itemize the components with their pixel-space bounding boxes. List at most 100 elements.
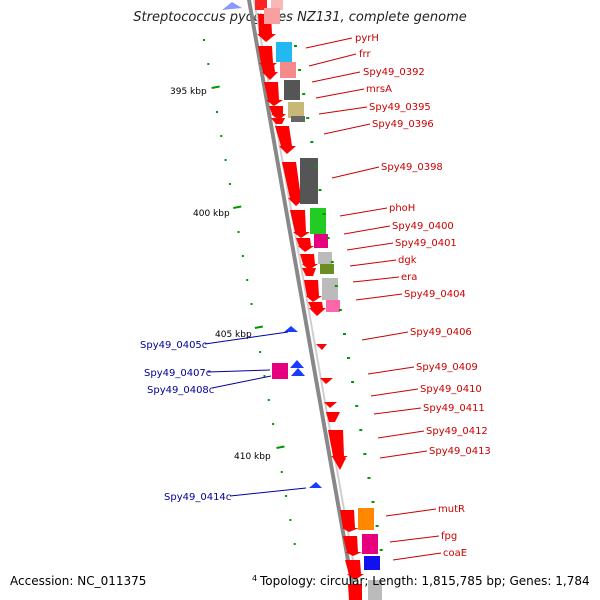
- leader-line: [352, 276, 400, 283]
- reverse-gene-top: [222, 2, 242, 10]
- reverse-gene-arrows: [272, 326, 322, 488]
- gene-arrow: [275, 126, 296, 154]
- gene-arrow: [333, 458, 346, 470]
- gene-label: Spy49_0396: [372, 119, 434, 130]
- leader-line: [385, 508, 437, 517]
- gene-arrow: [320, 378, 333, 384]
- reverse-gene-arrow: [309, 482, 322, 488]
- accession-text: Accession: NC_011375: [10, 574, 147, 588]
- cog-box: [358, 508, 374, 530]
- gene-arrow: [300, 254, 318, 270]
- cog-box: [362, 534, 378, 554]
- gene-label: era: [401, 272, 417, 283]
- leader-line: [355, 293, 403, 301]
- cog-box: [272, 363, 288, 379]
- gene-arrow: [348, 584, 362, 600]
- cog-box: [264, 8, 280, 24]
- leader-line: [229, 487, 307, 497]
- gene-arrow: [282, 162, 305, 206]
- leader-line: [315, 88, 365, 99]
- cog-box: [364, 556, 380, 570]
- forward-gene-arrows: [257, 14, 364, 600]
- gene-label: Spy49_0406: [410, 327, 472, 338]
- gene-arrow: [261, 64, 278, 80]
- gene-label: Spy49_0400: [392, 221, 454, 232]
- gene-label: Spy49_0411: [423, 403, 485, 414]
- gene-arrow: [316, 344, 327, 350]
- gene-label: Spy49_0395: [369, 102, 431, 113]
- gene-label: frr: [359, 49, 371, 60]
- tick-mark: [276, 445, 285, 449]
- gene-label: Spy49_0401: [395, 238, 457, 249]
- gene-label: mrsA: [366, 84, 392, 95]
- gene-arrow: [269, 106, 286, 120]
- map-title: Streptococcus pyogenes NZ131, complete g…: [133, 10, 467, 25]
- gene-label: Spy49_0412: [426, 426, 488, 437]
- leader-line: [318, 106, 368, 115]
- leader-line: [346, 242, 394, 251]
- cog-box: [322, 278, 338, 300]
- cog-box: [284, 80, 300, 100]
- gene-label: mutR: [438, 504, 465, 515]
- reverse-gene-arrow: [290, 360, 304, 368]
- reverse-gene-arrow: [291, 368, 305, 376]
- cog-box: [291, 116, 305, 122]
- gene-arrow: [328, 430, 348, 462]
- cog-box: [288, 102, 304, 118]
- cog-box: [310, 208, 326, 234]
- forward-gene-labels: pyrH frr Spy49_0392 mrsA Spy49_0395 Spy4…: [355, 33, 491, 559]
- footer-prefix: 4: [252, 574, 258, 583]
- gene-arrow: [308, 302, 326, 316]
- gene-arrow: [264, 82, 283, 106]
- gene-label: Spy49_0409: [416, 362, 478, 373]
- gene-arrow: [271, 118, 285, 124]
- gene-label: Spy49_0398: [381, 162, 443, 173]
- tick-mark: [233, 205, 242, 209]
- gene-arrow: [304, 280, 322, 302]
- gene-arrow: [345, 560, 364, 580]
- leader-line: [389, 535, 440, 543]
- tick-mark: [211, 85, 220, 89]
- cog-box: [320, 264, 334, 274]
- cog-box: [314, 234, 328, 248]
- leader-line: [392, 552, 442, 561]
- gene-arrow: [290, 210, 310, 238]
- genome-stats: Topology: circular; Length: 1,815,785 bp…: [260, 574, 590, 588]
- gene-arrow: [324, 402, 337, 408]
- gene-arrow: [326, 412, 340, 422]
- scale-label: 410 kbp: [234, 452, 271, 462]
- scale-label: 400 kbp: [193, 209, 230, 219]
- reverse-label-lines: [204, 331, 307, 497]
- leader-line: [207, 369, 271, 373]
- leader-line: [308, 53, 357, 67]
- gene-top-cut-a: [255, 0, 267, 10]
- leader-line: [343, 225, 391, 235]
- gene-label: Spy49_0392: [363, 67, 425, 78]
- gene-label: phoH: [389, 203, 415, 214]
- leader-line: [370, 388, 419, 397]
- scale-label: 405 kbp: [215, 330, 252, 340]
- leader-line: [311, 71, 361, 83]
- gene-label: Spy49_0407c: [144, 368, 211, 379]
- cog-box: [368, 580, 382, 600]
- category-boxes: [264, 8, 382, 600]
- gene-label: Spy49_0404: [404, 289, 466, 300]
- leader-line: [373, 407, 422, 415]
- leader-line: [339, 207, 388, 217]
- gene-label: Spy49_0405c: [140, 340, 207, 351]
- genome-backbone: [247, 0, 357, 600]
- leader-line: [361, 331, 409, 341]
- cog-box: [318, 252, 332, 264]
- leader-line: [377, 430, 425, 439]
- gene-label: Spy49_0414c: [164, 492, 231, 503]
- leader-line: [379, 450, 428, 459]
- gene-arrow: [302, 268, 316, 276]
- leader-line: [305, 37, 353, 49]
- cog-box: [280, 62, 296, 78]
- leader-line: [331, 166, 380, 179]
- leader-line: [367, 366, 415, 375]
- scale-label: 395 kbp: [170, 87, 207, 97]
- gene-label: pyrH: [355, 33, 379, 44]
